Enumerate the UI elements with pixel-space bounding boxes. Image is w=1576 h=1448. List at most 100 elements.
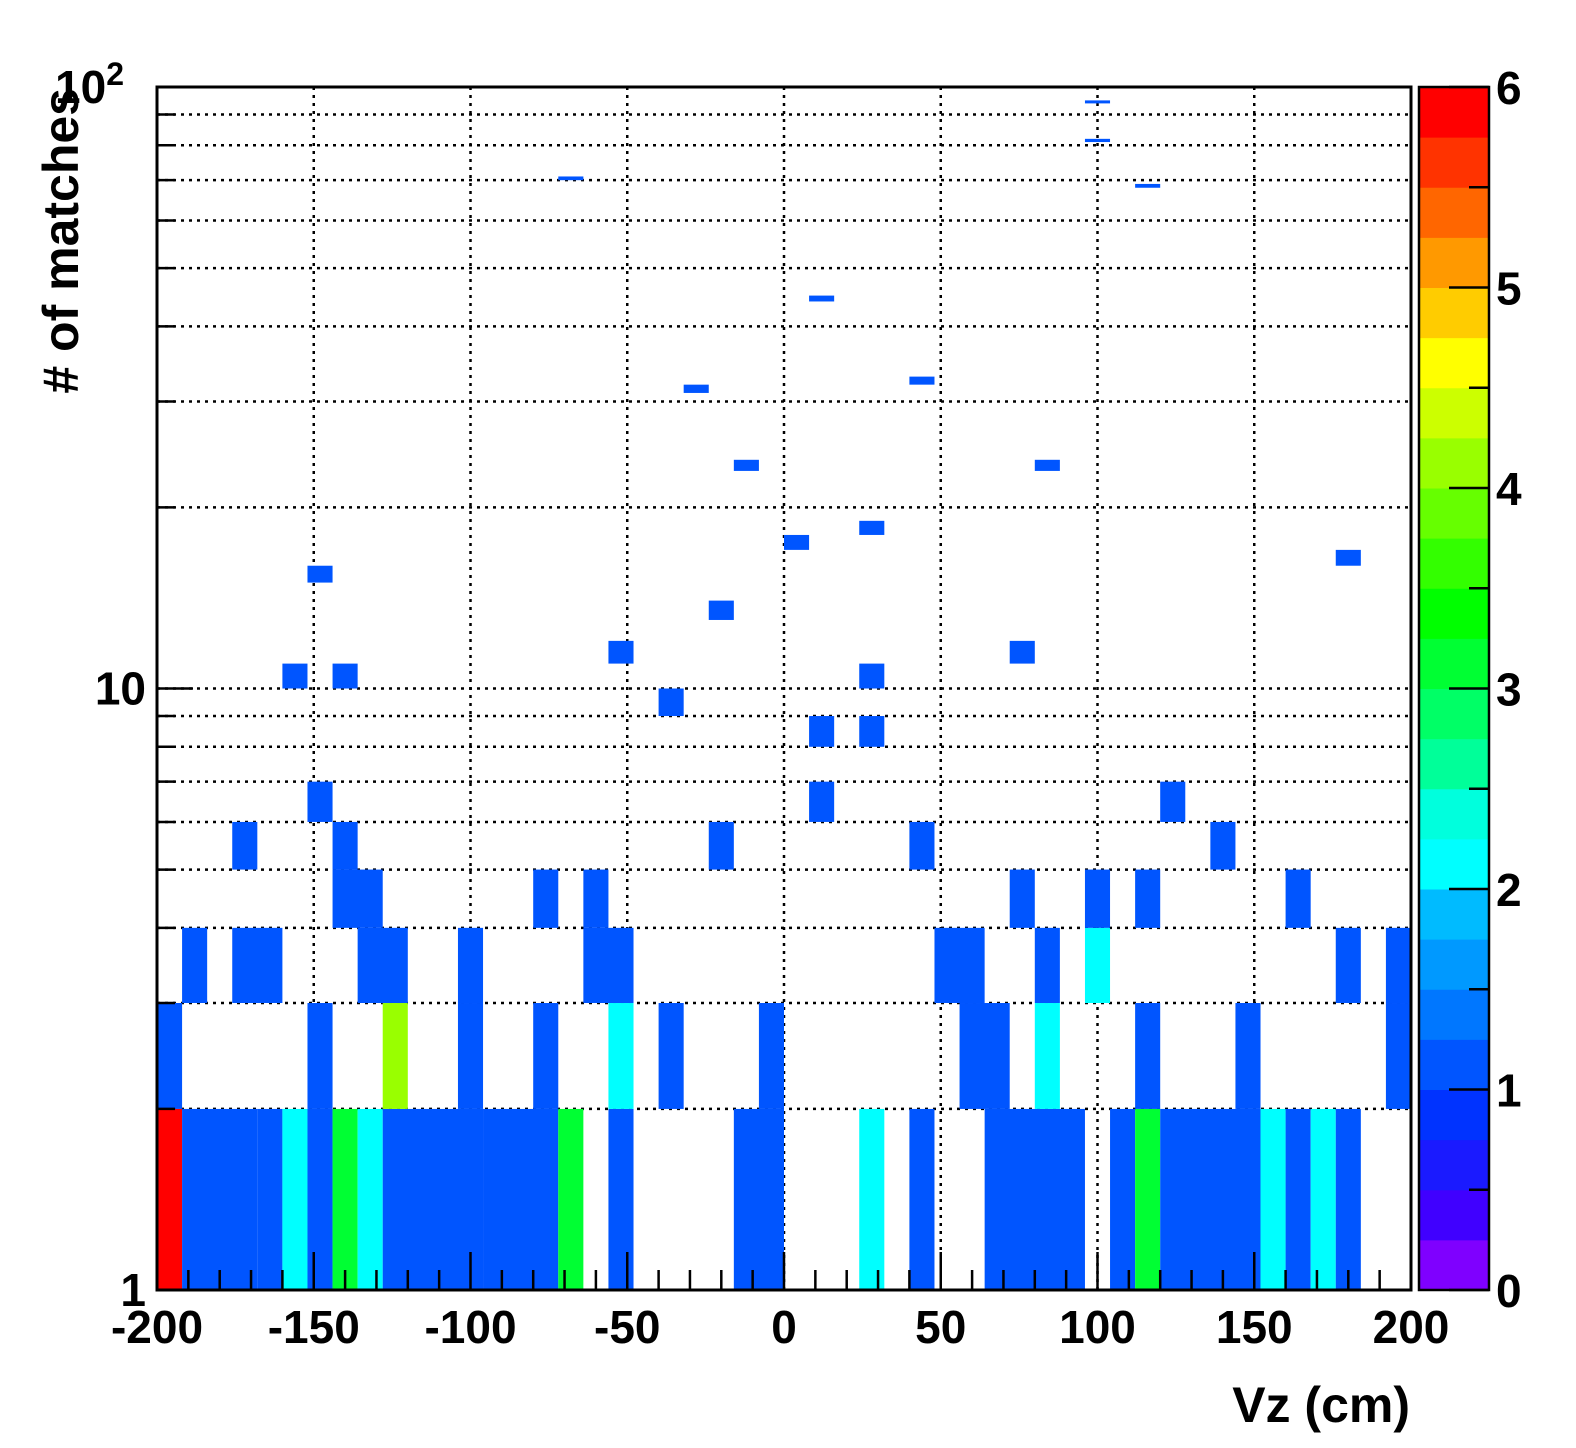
colorbar-segment <box>1419 1139 1489 1191</box>
colorbar-segment <box>1419 1039 1489 1090</box>
heatmap-cell <box>282 1108 308 1290</box>
heatmap-cell <box>583 869 609 928</box>
heatmap-cell <box>1084 138 1111 143</box>
heatmap-cell <box>257 1108 283 1290</box>
colorbar-segment <box>1419 638 1489 689</box>
colorbar-segment <box>1419 187 1489 238</box>
x-tick-label: 150 <box>1216 1301 1293 1353</box>
y-tick-label: 102 <box>55 56 124 113</box>
heatmap-cell <box>332 663 358 689</box>
heatmap-cell <box>1084 869 1111 928</box>
colorbar-segment <box>1419 989 1489 1040</box>
colorbar-segment <box>1419 1189 1489 1241</box>
heatmap-cell <box>934 927 985 1004</box>
heatmap-cell <box>182 1108 258 1290</box>
colorbar-tick-label: 3 <box>1496 664 1522 716</box>
heatmap-cell <box>332 821 358 870</box>
heatmap-cell <box>558 176 584 181</box>
colorbar-segment <box>1419 738 1489 790</box>
heatmap-cell <box>683 384 709 393</box>
heatmap-cell <box>332 1108 358 1290</box>
heatmap-cell <box>382 1003 408 1109</box>
heatmap-cell <box>1210 821 1236 870</box>
heatmap-cell <box>282 663 308 689</box>
heatmap-cell <box>1084 100 1111 104</box>
x-tick-label: -200 <box>111 1301 203 1353</box>
colorbar-segment <box>1419 788 1489 840</box>
heatmap-cell <box>1135 869 1161 928</box>
x-tick-label: -150 <box>268 1301 360 1353</box>
heatmap-cell <box>1135 1003 1161 1109</box>
colorbar-segment <box>1419 889 1489 940</box>
heatmap-cell <box>1034 1003 1060 1109</box>
colorbar-segment <box>1419 588 1489 639</box>
colorbar-segment <box>1419 337 1489 389</box>
heatmap-cell <box>457 1003 484 1109</box>
x-tick-label: -100 <box>424 1301 516 1353</box>
colorbar-segment <box>1419 688 1489 740</box>
heatmap-cell <box>784 534 810 550</box>
heatmap-cell <box>533 869 559 928</box>
heatmap-cell <box>332 869 383 928</box>
axis-ticks <box>155 85 1413 1292</box>
colorbar-segment <box>1419 1089 1489 1141</box>
heatmap-cell <box>1034 927 1060 1004</box>
heatmap-cell <box>357 927 408 1004</box>
heatmap-cell <box>608 640 634 664</box>
heatmap-cell <box>708 600 734 620</box>
colorbar-segment <box>1419 387 1489 439</box>
colorbar-tick-label: 5 <box>1496 263 1522 315</box>
heatmap-cell <box>1135 183 1161 188</box>
heatmap-cells <box>157 100 1411 1290</box>
heatmap-cell <box>307 1003 333 1109</box>
colorbar-tick-label: 0 <box>1496 1265 1522 1317</box>
heatmap-cell <box>1385 1003 1411 1109</box>
heatmap-cell <box>357 1108 383 1290</box>
heatmap-cell <box>483 1108 559 1290</box>
heatmap-cell <box>859 663 885 689</box>
colorbar-segment <box>1419 137 1489 188</box>
heatmap-cell <box>307 1108 333 1290</box>
y-tick-label: 10 <box>95 663 146 715</box>
colorbar-tick-label: 6 <box>1496 62 1522 114</box>
colorbar-tick-label: 4 <box>1496 463 1522 515</box>
heatmap-cell <box>733 1108 784 1290</box>
colorbar-segment <box>1419 237 1489 288</box>
heatmap-cell <box>1160 1108 1261 1290</box>
heatmap-cell <box>708 821 734 870</box>
heatmap-cell <box>157 1003 183 1109</box>
colorbar-segment <box>1419 1239 1489 1291</box>
heatmap-cell <box>1084 927 1111 1004</box>
colorbar-segment <box>1419 538 1489 589</box>
heatmap-cell <box>909 1108 935 1290</box>
heatmap-cell <box>608 1003 634 1109</box>
heatmap-cell <box>809 781 835 822</box>
heatmap-cell <box>307 565 333 583</box>
grid-lines <box>157 87 1411 1290</box>
heatmap-cell <box>1310 1108 1336 1290</box>
colorbar-segment <box>1419 437 1489 489</box>
heatmap-cell <box>859 716 885 747</box>
heatmap-cell <box>959 1003 1010 1109</box>
y-axis-title: # of matches <box>33 88 89 394</box>
colorbar-segment <box>1419 87 1489 138</box>
heatmap-cell <box>1335 549 1361 566</box>
heatmap-cell <box>533 1003 559 1109</box>
heatmap-cell <box>1335 927 1361 1004</box>
heatmap-cell <box>1034 459 1060 471</box>
heatmap-cell <box>984 1108 1085 1290</box>
heatmap-cell <box>307 781 333 822</box>
heatmap-cell <box>658 1003 684 1109</box>
heatmap-cell <box>859 1108 885 1290</box>
heatmap-cell <box>583 927 634 1004</box>
heatmap-cell <box>232 821 258 870</box>
colorbar-segment <box>1419 287 1489 339</box>
y-tick-label: 1 <box>120 1264 146 1316</box>
tick-labels: -200 -150 -100 -50 0 50 100 150 200 1 10 102 <box>55 56 1449 1353</box>
heatmap-cell <box>1009 869 1035 928</box>
heatmap-cell <box>232 927 283 1004</box>
colorbar-tick-label: 2 <box>1496 864 1522 916</box>
heatmap-cell <box>1335 1108 1361 1290</box>
heatmap-cell <box>1160 781 1186 822</box>
